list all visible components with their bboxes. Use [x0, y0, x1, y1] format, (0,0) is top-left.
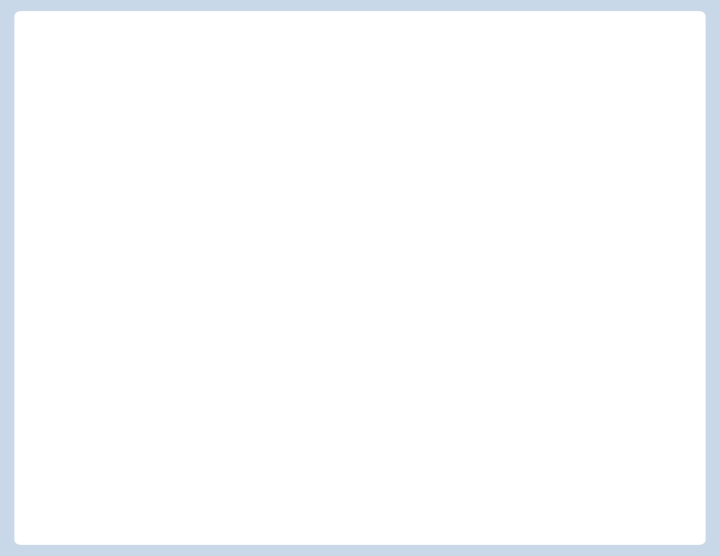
Text: C.  30 N: C. 30 N — [42, 279, 109, 297]
Bar — [510, 280, 600, 330]
Text: The following setup of masses is hung (معلق) to a fixed: The following setup of masses is hung (م… — [42, 65, 513, 83]
Text: E.  294 N: E. 294 N — [42, 335, 119, 353]
Text: $\mathbf{M_2}$: $\mathbf{M_2}$ — [538, 413, 572, 437]
Text: The tension T₂ is equal to:: The tension T₂ is equal to: — [42, 161, 262, 179]
Text: M₂ = 30 kg and the system is under static equilibrium.: M₂ = 30 kg and the system is under stati… — [42, 129, 503, 147]
Bar — [505, 400, 605, 450]
Text: A.  10 N: A. 10 N — [42, 223, 109, 241]
Text: ceiling as shown in the figure below. If M₁ = 10 kg and: ceiling as shown in the figure below. If… — [42, 97, 500, 115]
Text: D.  196 N: D. 196 N — [42, 307, 121, 325]
Text: $\mathbf{T_1}$: $\mathbf{T_1}$ — [565, 225, 592, 249]
Text: $\mathbf{M_1}$: $\mathbf{M_1}$ — [538, 293, 572, 317]
Text: $\mathbf{T_2}$: $\mathbf{T_2}$ — [565, 348, 592, 372]
Bar — [460, 185, 650, 203]
Text: B.  20 N: B. 20 N — [42, 251, 109, 269]
